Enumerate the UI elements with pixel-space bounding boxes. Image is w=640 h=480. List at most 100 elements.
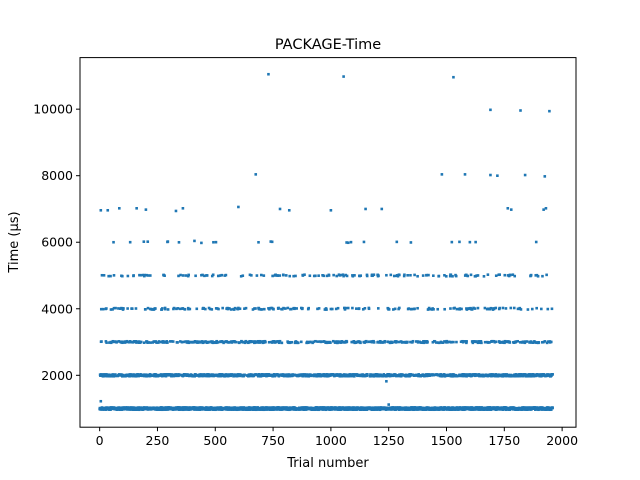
data-point — [417, 374, 420, 378]
data-point — [392, 308, 395, 311]
data-point — [426, 340, 429, 344]
data-point — [204, 340, 207, 343]
data-point — [440, 341, 443, 344]
data-point — [393, 307, 397, 311]
data-point — [549, 340, 553, 344]
data-point — [486, 273, 490, 276]
data-point — [342, 75, 345, 78]
data-point — [230, 341, 234, 344]
data-point — [307, 374, 310, 378]
data-point — [447, 340, 451, 344]
data-point — [351, 374, 355, 378]
data-point — [381, 340, 385, 344]
data-point — [201, 273, 204, 277]
data-point — [443, 340, 446, 343]
data-point — [549, 408, 553, 411]
data-point — [368, 340, 371, 344]
data-point — [233, 374, 237, 378]
data-point — [232, 308, 236, 311]
data-point — [241, 274, 245, 278]
data-point — [353, 274, 356, 277]
data-point — [322, 274, 326, 278]
data-point — [416, 341, 420, 344]
data-point — [359, 341, 362, 345]
data-point — [541, 274, 544, 278]
data-point — [465, 308, 469, 311]
data-point — [352, 374, 356, 378]
data-point — [183, 307, 187, 311]
data-point — [329, 341, 332, 344]
data-point — [142, 341, 146, 344]
data-point — [239, 274, 243, 278]
data-point — [102, 274, 106, 277]
data-point — [345, 340, 349, 343]
data-point — [181, 207, 185, 210]
data-point — [494, 340, 498, 344]
data-point — [215, 341, 218, 345]
y-tick-label: 4000 — [41, 301, 73, 316]
data-point — [455, 374, 459, 378]
data-point — [153, 340, 156, 343]
data-point — [504, 307, 508, 310]
data-point — [543, 340, 547, 343]
data-point — [496, 174, 499, 177]
data-point — [440, 173, 444, 176]
data-point — [144, 308, 147, 311]
data-point — [317, 274, 320, 277]
data-point — [413, 307, 416, 311]
data-point — [546, 307, 550, 311]
data-point — [276, 340, 280, 343]
data-point — [254, 307, 257, 310]
data-point — [135, 341, 138, 344]
data-point — [177, 274, 180, 278]
data-point — [516, 307, 520, 311]
data-point — [329, 208, 333, 212]
data-point — [105, 341, 108, 344]
data-point — [128, 340, 132, 343]
data-point — [121, 341, 124, 345]
data-point — [476, 341, 480, 345]
data-point — [470, 308, 474, 311]
data-point — [367, 307, 371, 311]
data-point — [466, 274, 470, 278]
data-point — [365, 274, 369, 278]
data-point — [177, 241, 181, 244]
data-point — [390, 341, 394, 344]
data-point — [101, 307, 105, 311]
data-point — [193, 239, 196, 243]
data-point — [139, 340, 143, 344]
data-point — [523, 340, 527, 343]
data-point — [451, 274, 454, 278]
data-point — [385, 379, 388, 383]
data-point — [519, 109, 522, 112]
data-point — [277, 341, 281, 345]
data-point — [267, 72, 270, 76]
data-point — [352, 373, 355, 376]
data-point — [301, 306, 304, 310]
data-point — [351, 274, 355, 278]
data-point — [508, 341, 512, 344]
data-point — [166, 240, 170, 243]
data-point — [392, 274, 396, 278]
data-point — [271, 274, 274, 278]
data-point — [220, 273, 224, 277]
data-point — [184, 274, 188, 277]
data-point — [115, 340, 119, 344]
data-point — [483, 340, 487, 344]
data-point — [316, 307, 319, 311]
data-point — [451, 374, 455, 378]
data-point — [147, 341, 150, 344]
data-point — [462, 373, 466, 376]
data-point — [465, 340, 468, 343]
data-point — [109, 308, 113, 311]
data-point — [267, 340, 271, 344]
data-point — [436, 307, 440, 311]
data-point — [258, 307, 261, 311]
data-point — [273, 374, 277, 378]
data-point — [178, 307, 182, 311]
data-points — [98, 72, 554, 412]
data-point — [134, 307, 138, 310]
data-point — [548, 373, 552, 376]
data-point — [380, 207, 384, 211]
data-point — [314, 274, 317, 278]
